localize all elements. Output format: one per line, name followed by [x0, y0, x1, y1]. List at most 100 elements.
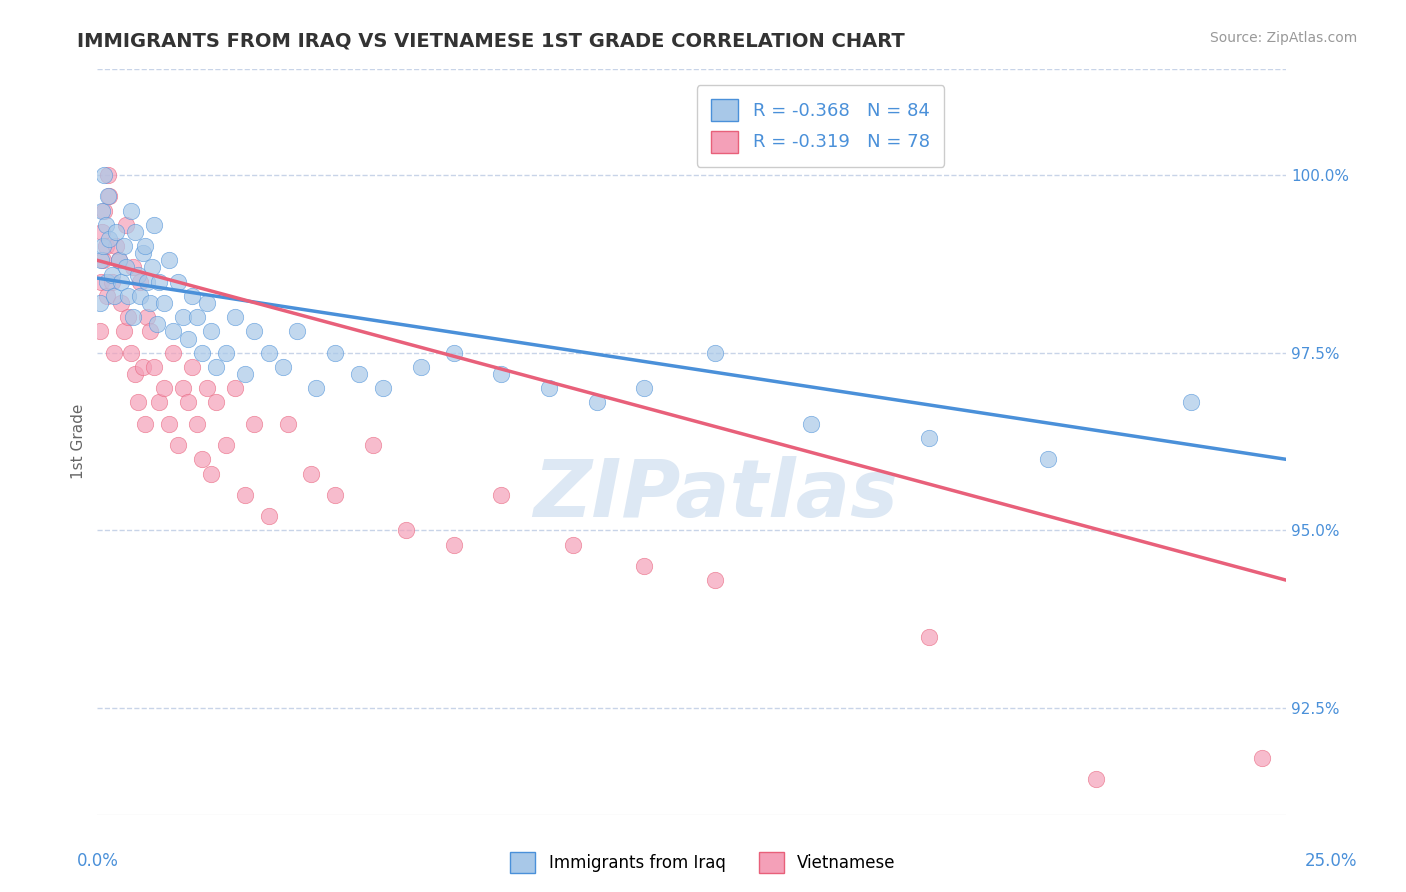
- Point: [1038, 452, 1060, 467]
- Point: [1251, 750, 1274, 764]
- Point: [371, 381, 394, 395]
- Point: [141, 260, 163, 275]
- Point: [97, 168, 120, 182]
- Point: [90, 275, 112, 289]
- Point: [186, 310, 208, 325]
- Point: [205, 359, 228, 374]
- Point: [443, 345, 465, 359]
- Point: [96, 289, 118, 303]
- Text: 0.0%: 0.0%: [77, 852, 120, 870]
- Point: [131, 246, 153, 260]
- Point: [1084, 772, 1107, 786]
- Point: [195, 296, 218, 310]
- Point: [91, 225, 114, 239]
- Point: [215, 345, 238, 359]
- Point: [224, 381, 246, 395]
- Point: [98, 232, 121, 246]
- Point: [186, 417, 208, 431]
- Point: [704, 573, 727, 587]
- Point: [122, 310, 145, 325]
- Point: [205, 395, 228, 409]
- Point: [162, 325, 184, 339]
- Point: [167, 438, 190, 452]
- Point: [176, 395, 198, 409]
- Point: [148, 275, 170, 289]
- Point: [122, 260, 145, 275]
- Point: [134, 417, 156, 431]
- Point: [257, 509, 280, 524]
- Point: [347, 367, 370, 381]
- Point: [443, 537, 465, 551]
- Point: [491, 488, 513, 502]
- Point: [96, 275, 118, 289]
- Point: [153, 381, 176, 395]
- Point: [117, 289, 139, 303]
- Point: [143, 218, 166, 232]
- Point: [107, 253, 129, 268]
- Point: [94, 239, 117, 253]
- Point: [100, 275, 122, 289]
- Point: [157, 253, 180, 268]
- Point: [90, 253, 112, 268]
- Point: [918, 630, 941, 644]
- Point: [97, 189, 120, 203]
- Point: [257, 345, 280, 359]
- Point: [277, 417, 299, 431]
- Point: [129, 289, 152, 303]
- Point: [305, 381, 328, 395]
- Point: [181, 289, 204, 303]
- Point: [112, 239, 135, 253]
- Point: [93, 168, 115, 182]
- Point: [200, 467, 222, 481]
- Point: [91, 239, 114, 253]
- Point: [120, 203, 142, 218]
- Legend: Immigrants from Iraq, Vietnamese: Immigrants from Iraq, Vietnamese: [503, 846, 903, 880]
- Point: [117, 310, 139, 325]
- Point: [191, 345, 214, 359]
- Point: [167, 275, 190, 289]
- Point: [181, 359, 204, 374]
- Point: [105, 239, 128, 253]
- Point: [153, 296, 176, 310]
- Point: [127, 395, 149, 409]
- Point: [94, 218, 117, 232]
- Point: [93, 203, 115, 218]
- Point: [799, 417, 821, 431]
- Point: [91, 253, 114, 268]
- Point: [89, 325, 111, 339]
- Point: [561, 537, 583, 551]
- Point: [1180, 395, 1202, 409]
- Point: [409, 359, 432, 374]
- Y-axis label: 1st Grade: 1st Grade: [72, 404, 86, 479]
- Point: [138, 325, 160, 339]
- Point: [112, 325, 135, 339]
- Point: [110, 275, 132, 289]
- Point: [124, 367, 146, 381]
- Point: [136, 275, 159, 289]
- Point: [200, 325, 222, 339]
- Point: [129, 275, 152, 289]
- Legend: R = -0.368   N = 84, R = -0.319   N = 78: R = -0.368 N = 84, R = -0.319 N = 78: [697, 85, 943, 167]
- Point: [115, 218, 138, 232]
- Point: [136, 310, 159, 325]
- Point: [176, 332, 198, 346]
- Point: [157, 417, 180, 431]
- Point: [191, 452, 214, 467]
- Point: [172, 310, 194, 325]
- Text: ZIPatlas: ZIPatlas: [533, 456, 898, 533]
- Point: [299, 467, 322, 481]
- Point: [115, 260, 138, 275]
- Point: [323, 345, 346, 359]
- Point: [243, 325, 266, 339]
- Point: [285, 325, 308, 339]
- Point: [120, 345, 142, 359]
- Point: [127, 268, 149, 282]
- Point: [148, 395, 170, 409]
- Point: [172, 381, 194, 395]
- Point: [98, 189, 121, 203]
- Text: IMMIGRANTS FROM IRAQ VS VIETNAMESE 1ST GRADE CORRELATION CHART: IMMIGRANTS FROM IRAQ VS VIETNAMESE 1ST G…: [77, 31, 905, 50]
- Point: [110, 296, 132, 310]
- Point: [107, 253, 129, 268]
- Point: [124, 225, 146, 239]
- Point: [537, 381, 560, 395]
